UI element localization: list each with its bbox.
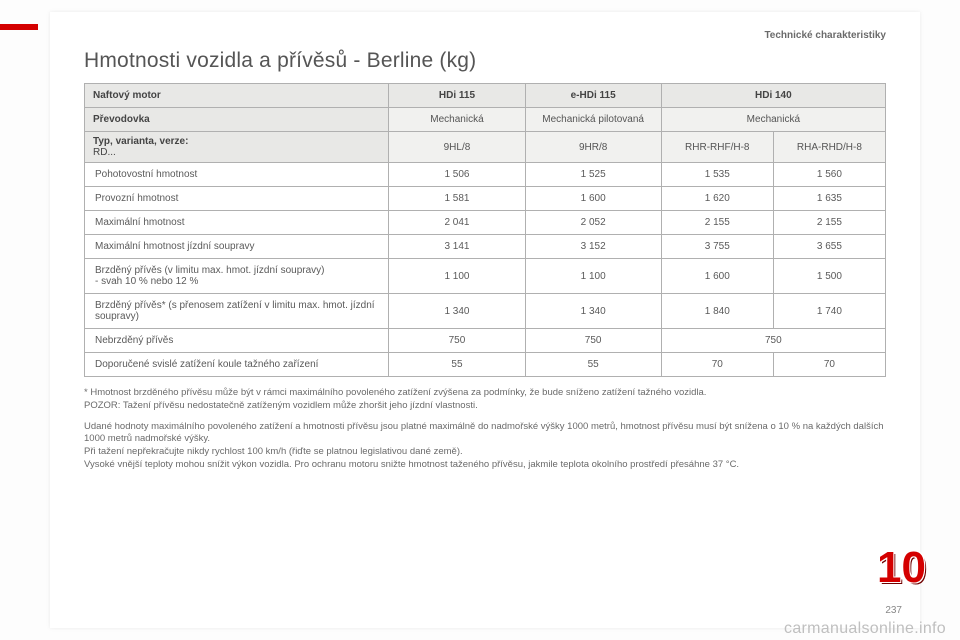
table-header-engine: Naftový motor HDi 115 e-HDi 115 HDi 140 (85, 84, 886, 108)
side-red-tab (0, 24, 38, 30)
row-value: 55 (389, 353, 525, 377)
type-col-1: 9HR/8 (525, 132, 661, 163)
type-label-line1: Typ, varianta, verze: (93, 136, 188, 147)
table-row: Brzděný přívěs* (s přenosem zatížení v l… (85, 294, 886, 329)
row-label: Brzděný přívěs* (s přenosem zatížení v l… (85, 294, 389, 329)
footnotes: * Hmotnost brzděného přívěsu může být v … (84, 387, 886, 472)
page-container: Technické charakteristiky Hmotnosti vozi… (50, 12, 920, 628)
row-value: 2 041 (389, 211, 525, 235)
table-row: Brzděný přívěs (v limitu max. hmot. jízd… (85, 259, 886, 294)
type-col-3: RHA-RHD/H-8 (773, 132, 885, 163)
row-value: 1 840 (661, 294, 773, 329)
engine-label: Naftový motor (85, 84, 389, 108)
type-label: Typ, varianta, verze: RD... (85, 132, 389, 163)
row-label: Doporučené svislé zatížení koule tažného… (85, 353, 389, 377)
row-value: 1 340 (389, 294, 525, 329)
table-row: Pohotovostní hmotnost1 5061 5251 5351 56… (85, 163, 886, 187)
watermark: carmanualsonline.info (784, 620, 946, 638)
row-value: 1 740 (773, 294, 885, 329)
row-value: 750 (389, 329, 525, 353)
row-value: 1 500 (773, 259, 885, 294)
row-label: Pohotovostní hmotnost (85, 163, 389, 187)
table-header-type: Typ, varianta, verze: RD... 9HL/8 9HR/8 … (85, 132, 886, 163)
row-value: 1 525 (525, 163, 661, 187)
row-value: 70 (661, 353, 773, 377)
row-value: 1 600 (661, 259, 773, 294)
gearbox-col-2: Mechanická (661, 108, 885, 132)
engine-col-2: HDi 140 (661, 84, 885, 108)
row-value: 70 (773, 353, 885, 377)
row-value: 1 581 (389, 187, 525, 211)
row-value: 2 155 (661, 211, 773, 235)
chapter-number-badge: 10 (877, 546, 926, 590)
row-value: 2 052 (525, 211, 661, 235)
row-value: 1 600 (525, 187, 661, 211)
row-value: 1 635 (773, 187, 885, 211)
table-header-gearbox: Převodovka Mechanická Mechanická pilotov… (85, 108, 886, 132)
table-body: Pohotovostní hmotnost1 5061 5251 5351 56… (85, 163, 886, 377)
type-label-line2: RD... (93, 147, 380, 158)
row-value: 1 535 (661, 163, 773, 187)
row-value: 1 560 (773, 163, 885, 187)
engine-col-1: e-HDi 115 (525, 84, 661, 108)
weights-table: Naftový motor HDi 115 e-HDi 115 HDi 140 … (84, 83, 886, 377)
row-value: 750 (525, 329, 661, 353)
page-title: Hmotnosti vozidla a přívěsů - Berline (k… (84, 49, 886, 73)
table-row: Doporučené svislé zatížení koule tažného… (85, 353, 886, 377)
row-label: Maximální hmotnost jízdní soupravy (85, 235, 389, 259)
gearbox-col-0: Mechanická (389, 108, 525, 132)
row-label: Provozní hmotnost (85, 187, 389, 211)
row-value: 1 100 (389, 259, 525, 294)
row-value: 1 100 (525, 259, 661, 294)
table-row: Nebrzděný přívěs750750750 (85, 329, 886, 353)
row-value: 3 141 (389, 235, 525, 259)
row-label: Maximální hmotnost (85, 211, 389, 235)
row-value: 1 620 (661, 187, 773, 211)
table-row: Provozní hmotnost1 5811 6001 6201 635 (85, 187, 886, 211)
gearbox-col-1: Mechanická pilotovaná (525, 108, 661, 132)
row-value: 3 655 (773, 235, 885, 259)
row-value: 1 340 (525, 294, 661, 329)
row-value: 3 755 (661, 235, 773, 259)
page-number: 237 (885, 605, 902, 616)
section-header: Technické charakteristiky (84, 30, 886, 41)
row-label: Nebrzděný přívěs (85, 329, 389, 353)
gearbox-label: Převodovka (85, 108, 389, 132)
engine-col-0: HDi 115 (389, 84, 525, 108)
row-value: 3 152 (525, 235, 661, 259)
row-value: 55 (525, 353, 661, 377)
row-value: 750 (661, 329, 885, 353)
row-value: 2 155 (773, 211, 885, 235)
type-col-0: 9HL/8 (389, 132, 525, 163)
type-col-2: RHR-RHF/H-8 (661, 132, 773, 163)
row-label: Brzděný přívěs (v limitu max. hmot. jízd… (85, 259, 389, 294)
row-value: 1 506 (389, 163, 525, 187)
footnote-star: * Hmotnost brzděného přívěsu může být v … (84, 387, 886, 413)
footnote-para: Udané hodnoty maximálního povoleného zat… (84, 421, 886, 472)
table-row: Maximální hmotnost2 0412 0522 1552 155 (85, 211, 886, 235)
table-row: Maximální hmotnost jízdní soupravy3 1413… (85, 235, 886, 259)
